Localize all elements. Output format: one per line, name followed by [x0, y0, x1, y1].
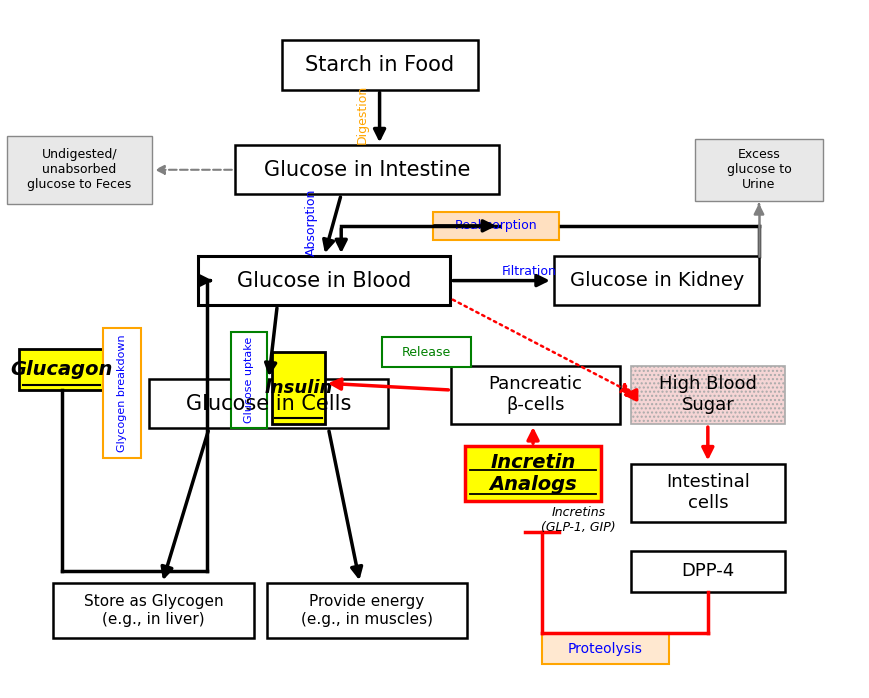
FancyBboxPatch shape	[554, 256, 758, 305]
Text: Glucose in Blood: Glucose in Blood	[236, 271, 411, 290]
Text: Filtration: Filtration	[501, 265, 556, 278]
Text: Proteolysis: Proteolysis	[567, 641, 642, 655]
Text: Release: Release	[401, 346, 451, 359]
Text: High Blood
Sugar: High Blood Sugar	[658, 376, 756, 414]
Text: Pancreatic
β-cells: Pancreatic β-cells	[488, 376, 582, 414]
FancyBboxPatch shape	[103, 329, 141, 459]
Text: DPP-4: DPP-4	[680, 563, 733, 580]
Text: Intestinal
cells: Intestinal cells	[665, 473, 749, 512]
FancyBboxPatch shape	[266, 583, 467, 638]
FancyBboxPatch shape	[464, 446, 600, 501]
Text: Provide energy
(e.g., in muscles): Provide energy (e.g., in muscles)	[301, 594, 432, 627]
FancyBboxPatch shape	[381, 337, 471, 367]
FancyBboxPatch shape	[630, 463, 784, 521]
Text: Digestion: Digestion	[355, 84, 368, 144]
Text: Glucagon: Glucagon	[10, 360, 113, 379]
Text: Glucose in Intestine: Glucose in Intestine	[263, 160, 469, 180]
Text: Glucose in Kidney: Glucose in Kidney	[569, 271, 743, 290]
FancyBboxPatch shape	[282, 40, 477, 90]
FancyBboxPatch shape	[7, 135, 152, 204]
Text: Glycogen breakdown: Glycogen breakdown	[117, 334, 127, 452]
Text: Incretin
Analogs: Incretin Analogs	[488, 453, 576, 494]
FancyBboxPatch shape	[630, 366, 784, 424]
FancyBboxPatch shape	[149, 379, 388, 429]
FancyBboxPatch shape	[433, 211, 559, 240]
FancyBboxPatch shape	[231, 332, 267, 428]
FancyBboxPatch shape	[451, 366, 620, 424]
Text: Reabsorption: Reabsorption	[454, 219, 537, 232]
FancyBboxPatch shape	[53, 583, 254, 638]
FancyBboxPatch shape	[272, 352, 325, 424]
Text: Undigested/
unabsorbed
glucose to Feces: Undigested/ unabsorbed glucose to Feces	[27, 148, 131, 191]
FancyBboxPatch shape	[19, 349, 104, 390]
FancyBboxPatch shape	[541, 633, 668, 664]
Text: Starch in Food: Starch in Food	[305, 55, 454, 75]
Text: Incretins
(GLP-1, GIP): Incretins (GLP-1, GIP)	[541, 506, 615, 534]
Text: Insulin: Insulin	[264, 379, 332, 397]
FancyBboxPatch shape	[694, 139, 822, 200]
FancyBboxPatch shape	[630, 551, 784, 592]
Text: Store as Glycogen
(e.g., in liver): Store as Glycogen (e.g., in liver)	[83, 594, 223, 627]
FancyBboxPatch shape	[235, 145, 498, 195]
FancyBboxPatch shape	[198, 256, 449, 305]
Text: Absorption: Absorption	[304, 188, 317, 256]
Text: Excess
glucose to
Urine: Excess glucose to Urine	[726, 148, 791, 191]
Text: Glucose uptake: Glucose uptake	[244, 336, 254, 423]
Text: Glucose in Cells: Glucose in Cells	[186, 394, 351, 414]
